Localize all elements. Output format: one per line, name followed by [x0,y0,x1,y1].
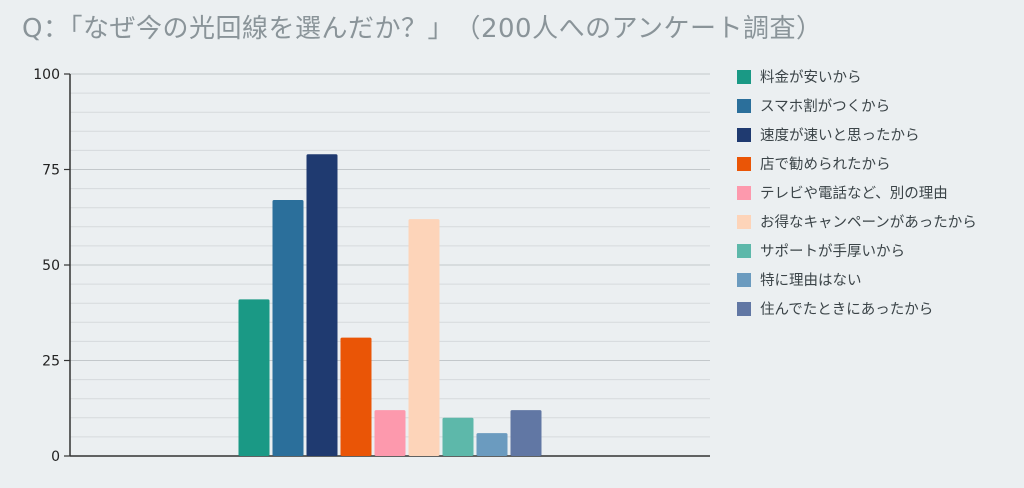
y-tick-label: 25 [42,354,60,370]
bar-6 [408,219,440,456]
legend-item: 料金が安いから [737,62,977,91]
legend-item: 速度が速いと思ったから [737,120,977,149]
legend-label: テレビや電話など、別の理由 [760,186,948,202]
legend-label: お得なキャンペーンがあったから [760,215,977,231]
bar-7 [442,417,474,456]
bar-2 [272,200,304,456]
legend-item: 住んでたときにあったから [737,294,977,323]
legend-swatch [737,98,751,113]
chart-title: Q：「なぜ今の光回線を選んだか？」 （200人へのアンケート調査） [22,14,823,44]
legend-item: テレビや電話など、別の理由 [737,178,977,207]
legend-swatch [737,301,751,316]
legend-item: スマホ割がつくから [737,91,977,120]
legend-swatch [737,69,751,84]
bar-4 [340,337,372,456]
legend-label: スマホ割がつくから [760,99,891,115]
y-tick-label: 50 [42,258,60,274]
y-tick-label: 75 [42,163,60,179]
legend-swatch [737,185,751,200]
legend-label: 速度が速いと思ったから [760,128,920,144]
chart-legend: 料金が安いからスマホ割がつくから速度が速いと思ったから 店で勧められたからテレビや… [737,62,977,323]
bar-1 [238,299,270,456]
legend-item: お得なキャンペーンがあったから [737,207,977,236]
legend-label: 料金が安いから [760,70,862,86]
bar-8 [476,433,508,456]
y-tick-label: 0 [51,449,60,465]
legend-swatch [737,127,751,142]
legend-swatch [737,214,751,229]
legend-swatch [737,243,751,258]
legend-item: 店で勧められたから [737,149,977,178]
bar-3 [306,154,338,456]
bar-9 [510,410,542,456]
legend-label: 店で勧められたから [760,157,891,173]
legend-label: サポートが手厚いから [760,244,905,260]
legend-swatch [737,156,751,171]
legend-label: 住んでたときにあったから [760,302,934,318]
legend-item: 特に理由はない [737,265,977,294]
legend-swatch [737,272,751,287]
legend-label: 特に理由はない [760,273,862,289]
y-tick-label: 100 [33,67,60,83]
bar-5 [374,410,406,456]
legend-item: サポートが手厚いから [737,236,977,265]
